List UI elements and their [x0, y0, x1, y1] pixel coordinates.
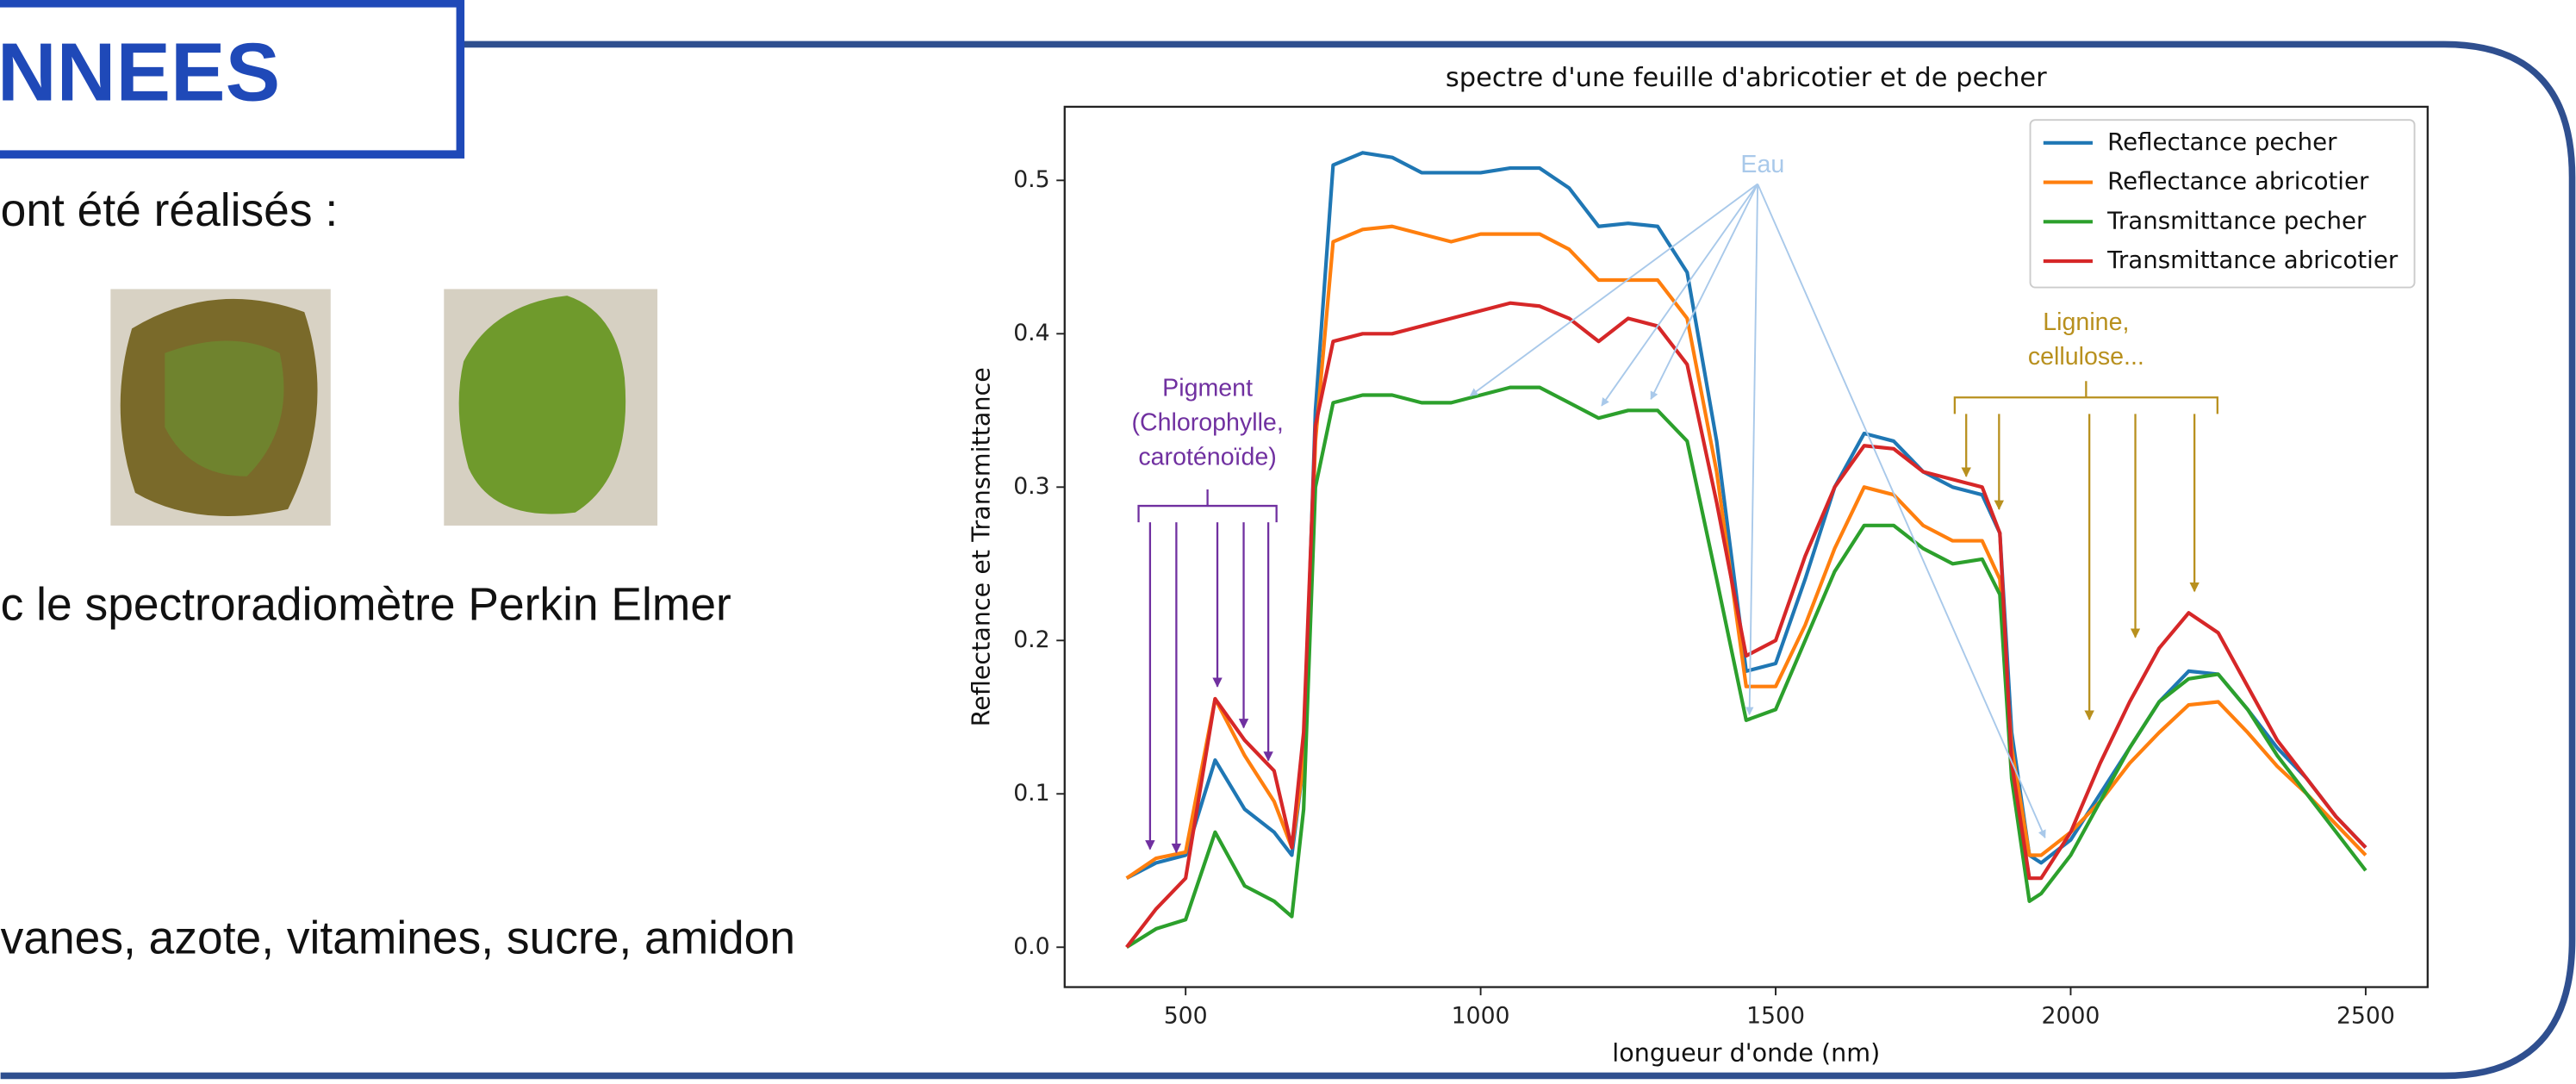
series-line	[1125, 301, 2368, 949]
legend-label: Reflectance pecher	[2107, 128, 2337, 156]
y-tick-label: 0.2	[1013, 626, 1049, 653]
legend-label: Transmittance pecher	[2106, 206, 2367, 234]
annotation-arrow	[1757, 184, 2046, 838]
y-tick-label: 0.3	[1013, 473, 1049, 500]
x-tick-label: 2000	[2042, 1002, 2100, 1029]
x-tick-label: 2500	[2336, 1002, 2395, 1029]
chart-title: spectre d'une feuille d'abricotier et de…	[1446, 63, 2047, 93]
slide-text: ont été réalisés :	[1, 185, 339, 236]
y-tick-label: 0.1	[1013, 780, 1049, 807]
slide-frame	[0, 40, 2576, 1080]
annotation-arrow	[1745, 184, 1759, 716]
annotation-text: cellulose...	[2028, 343, 2144, 371]
annotation-text: caroténoïde)	[1138, 443, 1276, 470]
annotation-text: (Chlorophylle,	[1131, 408, 1283, 436]
annotation-text: Pigment	[1162, 374, 1253, 402]
legend-label: Transmittance abricotier	[2106, 246, 2399, 274]
legend-box	[2029, 119, 2416, 289]
leaf-photo	[110, 289, 331, 526]
annotation-arrow	[1469, 183, 1758, 397]
annotation-bracket	[1137, 489, 1278, 523]
legend-label: Reflectance abricotier	[2107, 167, 2369, 196]
annotation-text: Lignine,	[2043, 308, 2129, 336]
series-line	[1125, 385, 2368, 950]
slide-text: c le spectroradiomètre Perkin Elmer	[1, 579, 731, 630]
x-tick-label: 500	[1164, 1002, 1208, 1029]
annotation-bracket	[1953, 381, 2218, 414]
y-axis-label: Reflectance et Transmittance	[966, 367, 995, 726]
x-tick-label: 1000	[1452, 1002, 1510, 1029]
y-tick-label: 0.5	[1013, 166, 1049, 193]
annotation-arrow	[1601, 183, 1758, 407]
title-box	[0, 0, 465, 159]
y-tick-label: 0.4	[1013, 320, 1049, 346]
slide-text: vanes, azote, vitamines, sucre, amidon	[1, 913, 795, 963]
annotation-arrow	[1650, 184, 1758, 401]
x-tick-label: 1500	[1746, 1002, 1805, 1029]
annotation-text: Eau	[1740, 151, 1784, 178]
slide-title: NNEES	[0, 28, 280, 119]
leaf-photo	[444, 289, 658, 526]
x-axis-label: longueur d'onde (nm)	[1612, 1038, 1880, 1068]
y-tick-label: 0.0	[1013, 933, 1049, 960]
plot-frame	[1063, 105, 2429, 988]
